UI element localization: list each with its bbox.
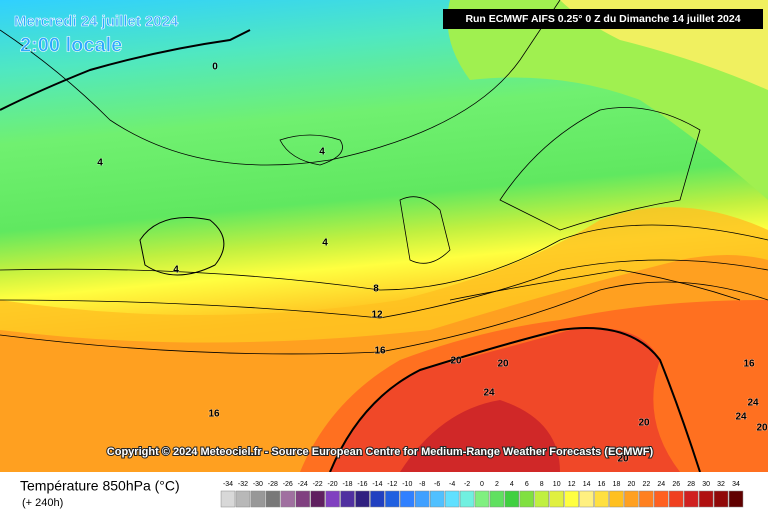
contour-label: 20 — [756, 423, 768, 434]
contour-label: 24 — [735, 412, 747, 423]
scale-label: -14 — [372, 481, 382, 488]
scale-label: -2 — [464, 481, 470, 488]
scale-label: 18 — [613, 481, 621, 488]
scale-label: 14 — [583, 481, 591, 488]
scale-label: 34 — [732, 481, 740, 488]
scale-label: 32 — [717, 481, 725, 488]
contour-label: 4 — [173, 265, 179, 276]
scale-label: 6 — [525, 481, 529, 488]
color-swatch — [595, 491, 609, 507]
scale-label: -20 — [328, 481, 338, 488]
color-swatch — [490, 491, 504, 507]
contour-label: 24 — [483, 388, 495, 399]
color-swatch — [550, 491, 564, 507]
scale-label: -28 — [268, 481, 278, 488]
color-swatch — [281, 491, 295, 507]
contour-label: 24 — [747, 398, 759, 409]
contour-label: 16 — [743, 359, 755, 370]
color-swatch — [610, 491, 624, 507]
scale-label: -30 — [253, 481, 263, 488]
map-date: Mercredi 24 juillet 2024 — [14, 13, 179, 30]
scale-label: 12 — [568, 481, 576, 488]
color-swatch — [445, 491, 459, 507]
color-swatch — [714, 491, 728, 507]
color-swatch — [266, 491, 280, 507]
scale-label: 0 — [480, 481, 484, 488]
scale-label: -22 — [313, 481, 323, 488]
contour-label: 4 — [322, 238, 328, 249]
scale-label: 30 — [702, 481, 710, 488]
scale-label: -26 — [283, 481, 293, 488]
scale-label: -6 — [434, 481, 440, 488]
legend-title: Température 850hPa (°C) — [20, 478, 180, 494]
contour-label: 8 — [373, 284, 379, 295]
scale-label: 28 — [687, 481, 695, 488]
color-swatch — [400, 491, 414, 507]
color-swatch — [520, 491, 534, 507]
color-swatch — [341, 491, 355, 507]
scale-label: -24 — [298, 481, 308, 488]
color-swatch — [296, 491, 310, 507]
scale-label: -8 — [419, 481, 425, 488]
color-swatch — [729, 491, 743, 507]
scale-label: -4 — [449, 481, 455, 488]
scale-label: 10 — [553, 481, 561, 488]
color-swatch — [624, 491, 638, 507]
color-swatch — [311, 491, 325, 507]
color-swatch — [580, 491, 594, 507]
contour-label: 16 — [208, 409, 220, 420]
color-swatch — [385, 491, 399, 507]
contour-label: 4 — [319, 147, 325, 158]
color-swatch — [535, 491, 549, 507]
color-swatch — [505, 491, 519, 507]
color-swatch — [430, 491, 444, 507]
scale-label: 4 — [510, 481, 514, 488]
scale-label: -32 — [238, 481, 248, 488]
scale-label: 2 — [495, 481, 499, 488]
scale-label: 16 — [598, 481, 606, 488]
color-swatch — [236, 491, 250, 507]
color-swatch — [221, 491, 235, 507]
color-swatch — [699, 491, 713, 507]
scale-label: 26 — [672, 481, 680, 488]
scale-label: -16 — [357, 481, 367, 488]
contour-label: 4 — [97, 158, 103, 169]
color-swatch — [415, 491, 429, 507]
contour-label: 20 — [638, 418, 650, 429]
scale-label: -12 — [387, 481, 397, 488]
color-swatch — [684, 491, 698, 507]
scale-label: 24 — [657, 481, 665, 488]
color-swatch — [669, 491, 683, 507]
run-info: Run ECMWF AIFS 0.25° 0 Z du Dimanche 14 … — [465, 13, 740, 25]
copyright: Copyright © 2024 Meteociel.fr - Source E… — [107, 446, 654, 458]
contour-label: 0 — [212, 62, 218, 73]
contour-label: 16 — [374, 346, 386, 357]
color-swatch — [654, 491, 668, 507]
color-swatch — [460, 491, 474, 507]
color-swatch — [565, 491, 579, 507]
color-swatch — [251, 491, 265, 507]
contour-label: 20 — [497, 359, 509, 370]
contour-label: 20 — [450, 356, 462, 367]
color-swatch — [356, 491, 370, 507]
scale-label: -18 — [342, 481, 352, 488]
legend-note: (+ 240h) — [22, 497, 63, 509]
scale-label: -34 — [223, 481, 233, 488]
color-swatch — [475, 491, 489, 507]
scale-label: 22 — [642, 481, 650, 488]
color-swatch — [639, 491, 653, 507]
contour-label: 12 — [371, 310, 383, 321]
map-time: 2:00 locale — [20, 34, 122, 56]
color-swatch — [326, 491, 340, 507]
scale-label: 8 — [540, 481, 544, 488]
scale-label: 20 — [628, 481, 636, 488]
color-swatch — [370, 491, 384, 507]
color-scale: -34-32-30-28-26-24-22-20-18-16-14-12-10-… — [221, 481, 743, 507]
scale-label: -10 — [402, 481, 412, 488]
